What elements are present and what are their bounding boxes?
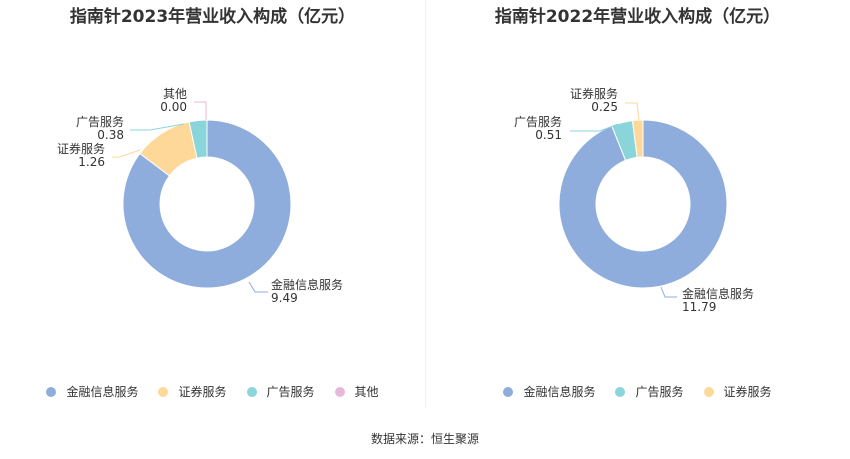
legend-label: 证券服务 xyxy=(723,385,772,399)
legend-label: 金融信息服务 xyxy=(523,385,596,399)
chart-legend: 金融信息服务 证券服务 广告服务 其他 xyxy=(0,383,425,400)
legend-marker-icon xyxy=(246,386,257,397)
slice-value-label: 9.49 xyxy=(271,291,298,305)
legend-label: 其他 xyxy=(354,385,379,399)
legend-label: 证券服务 xyxy=(178,385,227,399)
chart-panel-2022: 指南针2022年营业收入构成（亿元） 金融信息服务 11.79 广告服务 0.51 证券… xyxy=(425,0,850,410)
slice-value-label: 0.25 xyxy=(591,100,618,114)
legend-marker-icon xyxy=(334,386,345,397)
slice-value-label: 0.00 xyxy=(160,100,187,114)
donut-slice xyxy=(558,119,728,289)
slice-category-label: 证券服务 xyxy=(57,141,105,156)
panel-divider xyxy=(425,0,426,408)
legend-item[interactable]: 其他 xyxy=(334,383,379,400)
legend-label: 广告服务 xyxy=(266,385,315,399)
legend-label: 金融信息服务 xyxy=(66,385,139,399)
slice-category-label: 金融信息服务 xyxy=(682,286,754,301)
legend-item[interactable]: 证券服务 xyxy=(703,383,772,400)
slice-category-label: 金融信息服务 xyxy=(271,277,343,292)
legend-marker-icon xyxy=(503,386,514,397)
chart-title: 指南针2023年营业收入构成（亿元） xyxy=(69,7,356,27)
slice-value-label: 11.79 xyxy=(682,300,716,314)
slice-value-label: 1.26 xyxy=(78,155,105,169)
legend-marker-icon xyxy=(158,386,169,397)
donut-slice xyxy=(122,119,292,289)
legend-label: 广告服务 xyxy=(635,385,684,399)
legend-marker-icon xyxy=(615,386,626,397)
slice-category-label: 其他 xyxy=(163,87,187,101)
label-leader-line xyxy=(130,123,185,131)
label-leader-line xyxy=(625,102,640,121)
label-leader-line xyxy=(570,123,619,132)
chart-title: 指南针2022年营业收入构成（亿元） xyxy=(494,7,781,27)
donut-slice xyxy=(631,119,644,158)
slice-category-label: 证券服务 xyxy=(570,86,618,101)
slice-category-label: 广告服务 xyxy=(514,114,562,129)
legend-item[interactable]: 广告服务 xyxy=(246,383,315,400)
chart-panel-2023: 指南针2023年营业收入构成（亿元） 金融信息服务 9.49 证券服务 1.26 广告服… xyxy=(0,0,425,410)
legend-marker-icon xyxy=(703,386,714,397)
slice-value-label: 0.38 xyxy=(97,128,124,142)
slice-category-label: 广告服务 xyxy=(76,114,124,129)
label-leader-line xyxy=(660,286,677,298)
donut-slice xyxy=(188,119,208,159)
slice-value-label: 0.51 xyxy=(535,128,562,142)
legend-item[interactable]: 金融信息服务 xyxy=(46,383,138,400)
label-leader-line xyxy=(194,101,207,120)
legend-item[interactable]: 广告服务 xyxy=(615,383,684,400)
label-leader-line xyxy=(248,281,268,293)
legend-item[interactable]: 证券服务 xyxy=(158,383,227,400)
label-leader-line xyxy=(112,149,141,158)
chart-legend: 金融信息服务 广告服务 证券服务 xyxy=(425,383,850,400)
data-source-note: 数据来源：恒生聚源 xyxy=(370,432,479,446)
legend-item[interactable]: 金融信息服务 xyxy=(503,383,595,400)
legend-marker-icon xyxy=(46,386,57,397)
